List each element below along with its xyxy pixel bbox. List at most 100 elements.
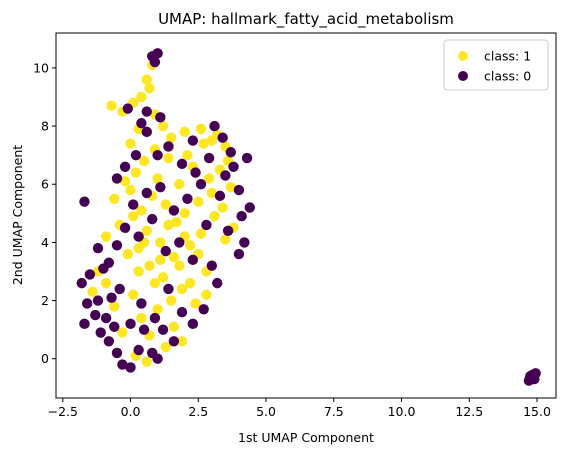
point-series-0-30 — [193, 196, 204, 207]
point-series-1-32 — [187, 254, 199, 266]
point-series-1-57 — [152, 48, 163, 59]
point-series-1-53 — [130, 149, 142, 161]
point-series-0-24 — [176, 283, 188, 295]
point-series-0-79 — [133, 266, 144, 277]
point-series-0-18 — [160, 199, 171, 210]
point-series-1-77 — [98, 263, 109, 274]
point-series-1-64 — [209, 120, 220, 132]
point-series-1-51 — [152, 149, 163, 161]
point-series-0-54 — [109, 301, 120, 312]
point-series-1-63 — [187, 135, 199, 146]
y-tick-label-1: 2 — [41, 293, 49, 308]
point-series-0-72 — [165, 295, 177, 306]
point-series-1-35 — [206, 260, 218, 271]
point-series-1-33 — [195, 179, 207, 190]
point-series-1-22 — [119, 222, 131, 234]
point-series-0-36 — [209, 211, 220, 222]
point-series-0-65 — [125, 138, 136, 149]
point-series-0-39 — [217, 202, 228, 213]
point-series-1-25 — [141, 187, 152, 199]
point-series-1-38 — [228, 161, 239, 172]
point-series-0-12 — [144, 260, 155, 271]
legend-marker-class-1 — [458, 51, 468, 61]
point-series-1-50 — [163, 141, 174, 152]
point-series-0-15 — [152, 173, 163, 184]
point-series-1-40 — [236, 211, 247, 222]
point-series-0-25 — [179, 208, 190, 219]
point-series-0-56 — [87, 286, 98, 298]
point-series-0-45 — [136, 312, 147, 324]
point-series-0-1 — [100, 231, 112, 242]
point-series-1-6 — [92, 295, 104, 306]
point-series-1-52 — [141, 126, 152, 138]
point-series-1-76 — [106, 292, 117, 303]
x-tick-label-5: 10.0 — [388, 404, 416, 419]
y-axis-label: 2nd UMAP Component — [10, 145, 25, 285]
point-series-1-5 — [95, 327, 106, 338]
point-series-0-23 — [174, 179, 185, 190]
point-series-1-83 — [530, 368, 541, 379]
point-series-1-16 — [152, 353, 163, 364]
point-series-0-63 — [144, 83, 155, 94]
point-series-0-2 — [109, 193, 120, 204]
y-ticks: 0 2 4 6 8 10 — [33, 60, 56, 366]
x-tick-label-4: 7.5 — [324, 404, 344, 419]
point-series-0-22 — [171, 216, 182, 228]
y-tick-label-3: 6 — [41, 177, 49, 192]
point-series-0-26 — [182, 149, 193, 161]
point-series-1-27 — [155, 181, 166, 193]
point-series-1-8 — [103, 336, 115, 347]
point-series-0-70 — [206, 135, 218, 146]
point-series-1-45 — [225, 147, 236, 158]
point-series-1-9 — [109, 321, 120, 332]
point-series-0-20 — [165, 132, 177, 143]
point-series-0-57 — [106, 100, 117, 111]
point-series-0-19 — [163, 152, 174, 164]
point-series-0-74 — [184, 277, 196, 289]
point-series-0-34 — [203, 173, 215, 184]
point-series-1-36 — [214, 190, 226, 202]
point-series-1-4 — [90, 309, 101, 321]
point-series-1-37 — [220, 170, 231, 181]
point-series-0-77 — [155, 254, 166, 266]
point-series-1-42 — [241, 152, 253, 164]
point-series-0-61 — [141, 74, 152, 85]
point-series-0-6 — [128, 211, 139, 222]
point-series-1-1 — [81, 298, 93, 309]
point-series-1-2 — [79, 318, 90, 330]
point-series-0-32 — [198, 138, 209, 149]
point-series-0-35 — [206, 187, 218, 199]
point-series-1-68 — [187, 318, 199, 330]
point-series-0-27 — [184, 240, 196, 251]
point-series-1-62 — [136, 117, 147, 129]
point-series-0-44 — [128, 289, 139, 300]
point-series-0-52 — [141, 356, 152, 367]
point-series-0-42 — [225, 181, 236, 193]
point-series-1-30 — [174, 237, 185, 248]
point-series-1-66 — [212, 277, 223, 289]
point-series-1-43 — [244, 202, 255, 213]
point-series-1-54 — [119, 161, 131, 172]
x-tick-label-1: 0.0 — [121, 404, 141, 419]
point-series-0-50 — [176, 336, 188, 347]
y-tick-label-5: 10 — [33, 60, 49, 75]
legend-entry-class-0: class: 0 — [484, 69, 531, 84]
point-series-1-12 — [125, 362, 136, 373]
point-series-0-5 — [125, 184, 136, 196]
point-series-1-0 — [76, 277, 87, 289]
point-series-1-67 — [198, 304, 209, 315]
point-series-0-47 — [152, 304, 163, 315]
point-series-1-19 — [92, 243, 104, 254]
point-series-0-55 — [100, 277, 112, 289]
point-series-1-70 — [168, 336, 180, 347]
chart-title: UMAP: hallmark_fatty_acid_metabolism — [158, 10, 454, 29]
point-series-1-65 — [222, 225, 234, 236]
legend-marker-class-0 — [458, 71, 468, 81]
point-series-0-7 — [130, 167, 142, 178]
point-series-1-59 — [141, 106, 152, 117]
point-series-0-31 — [195, 228, 207, 239]
point-series-0-17 — [157, 272, 169, 283]
point-series-1-48 — [190, 167, 201, 178]
point-series-0-16 — [155, 237, 166, 248]
legend-entry-class-1: class: 1 — [484, 49, 531, 64]
